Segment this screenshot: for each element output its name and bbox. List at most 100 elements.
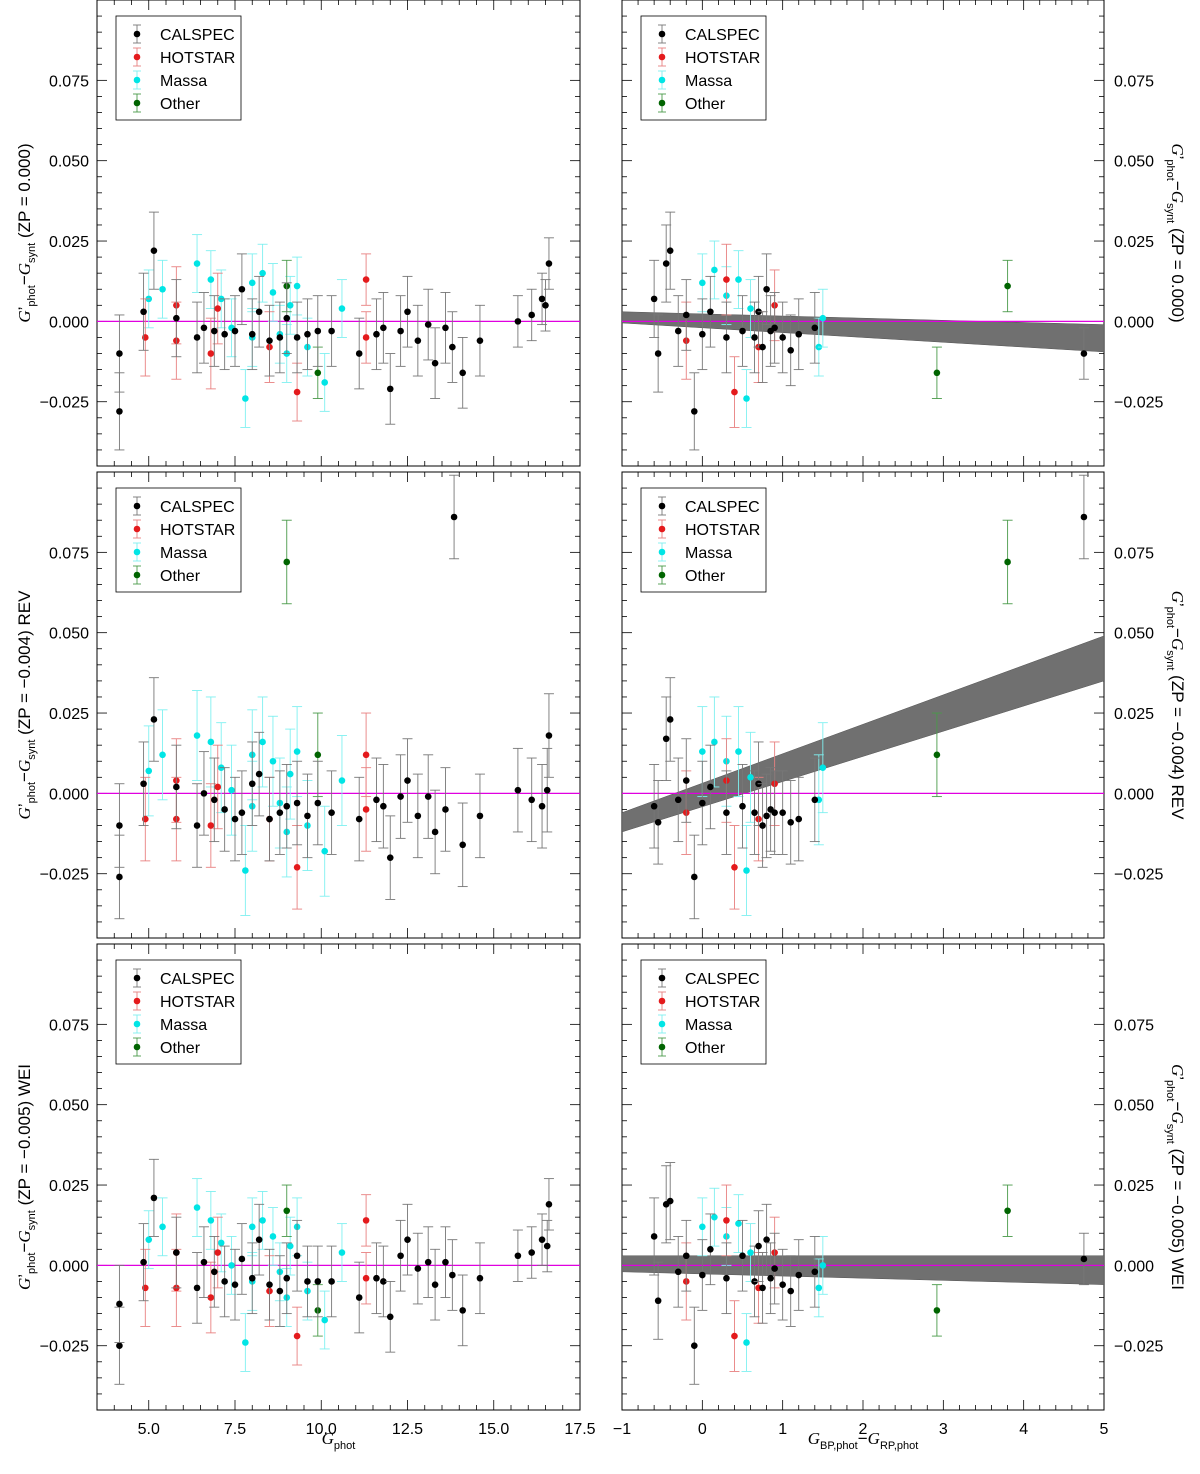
data-point-calspec <box>231 327 239 335</box>
legend: CALSPEC HOTSTAR Massa Other <box>115 487 242 593</box>
data-point-calspec <box>811 796 819 804</box>
data-point-calspec <box>150 1194 158 1202</box>
label-symbol: G <box>1168 191 1187 203</box>
legend-marker <box>658 99 666 107</box>
y-tick-label: 0.075 <box>1114 73 1154 90</box>
x-tick-label: 10.0 <box>306 1421 337 1438</box>
data-point-massa <box>735 1220 742 1227</box>
label-subscript: synt <box>26 740 38 760</box>
data-point-calspec <box>173 314 180 322</box>
label-minus: − <box>1168 181 1187 191</box>
y-tick-label: 0.050 <box>49 1098 89 1115</box>
data-point-calspec <box>699 799 706 807</box>
data-point-calspec <box>380 802 387 810</box>
label-subscript: BP,phot <box>820 1440 858 1452</box>
data-point-massa <box>711 738 718 746</box>
data-point-massa <box>293 282 301 290</box>
legend-marker <box>658 571 666 579</box>
data-point-calspec <box>514 786 522 794</box>
label-prime: ’ <box>15 803 34 807</box>
legend-marker <box>658 1020 666 1028</box>
data-point-massa <box>207 276 215 283</box>
label-symbol: G <box>1168 591 1187 603</box>
legend: CALSPEC HOTSTAR Massa Other <box>115 15 242 121</box>
y-tick-label: 0.075 <box>1114 1017 1154 1034</box>
data-point-hotstar <box>362 1217 370 1224</box>
panel-1-right: −0.025 0.000 0.025 0.050 0.075 CALSPEC HOTSTAR… <box>621 0 1187 467</box>
data-point-calspec <box>397 327 404 335</box>
y-tick-label: 0.050 <box>1114 1098 1154 1115</box>
data-point-calspec <box>514 1252 522 1260</box>
data-point-massa <box>735 748 742 755</box>
data-point-calspec <box>476 812 484 820</box>
data-point-calspec <box>545 732 553 739</box>
y-tick-label: 0.000 <box>49 314 89 331</box>
data-point-calspec <box>221 1278 228 1285</box>
data-point-calspec <box>779 334 786 341</box>
data-point-calspec <box>304 1278 311 1285</box>
data-point-massa <box>248 279 256 287</box>
data-point-calspec <box>116 1300 123 1308</box>
data-point-calspec <box>476 337 484 344</box>
data-point-calspec <box>650 295 658 303</box>
data-point-massa <box>248 1223 256 1231</box>
y-tick-label: −0.025 <box>1114 1339 1163 1356</box>
legend-marker <box>133 76 141 84</box>
legend-label: Massa <box>685 545 732 562</box>
label-symbol: G <box>1168 638 1187 650</box>
y-tick-label: 0.025 <box>49 706 89 723</box>
data-point-calspec <box>795 815 803 823</box>
data-point-other <box>314 751 322 759</box>
y-tick-label: 0.000 <box>1114 314 1154 331</box>
data-point-massa <box>159 751 166 759</box>
y-tick-label: 0.075 <box>49 73 89 90</box>
x-axis-label: Gphot <box>322 1429 356 1452</box>
data-point-calspec <box>150 716 158 723</box>
data-point-massa <box>269 1233 277 1240</box>
data-point-calspec <box>404 308 411 316</box>
x-tick-label: 7.5 <box>224 1421 246 1438</box>
data-point-calspec <box>759 1284 766 1292</box>
label-prime: ’ <box>15 307 34 311</box>
data-point-calspec <box>283 1274 291 1282</box>
data-point-massa <box>699 1223 706 1231</box>
data-point-calspec <box>314 327 322 335</box>
legend-label: HOTSTAR <box>160 522 235 539</box>
label-subscript: phot <box>26 782 38 803</box>
data-point-calspec <box>682 1252 690 1260</box>
data-point-calspec <box>666 247 674 254</box>
data-point-calspec <box>328 1278 335 1285</box>
data-point-calspec <box>231 1281 239 1288</box>
data-point-massa <box>217 1239 225 1247</box>
data-point-calspec <box>699 1271 706 1279</box>
data-point-calspec <box>238 809 246 816</box>
legend: CALSPEC HOTSTAR Massa Other <box>640 959 767 1065</box>
data-point-other <box>283 558 291 566</box>
data-point-calspec <box>116 350 123 357</box>
data-point-calspec <box>373 1274 380 1282</box>
data-point-massa <box>321 379 329 386</box>
data-point-calspec <box>355 815 363 823</box>
legend-label: CALSPEC <box>685 971 760 988</box>
label-minus: − <box>1168 1101 1187 1111</box>
legend-marker <box>133 571 141 579</box>
data-point-calspec <box>355 1294 363 1301</box>
data-point-massa <box>286 1242 294 1250</box>
data-point-calspec <box>173 783 180 791</box>
data-point-calspec <box>116 873 123 881</box>
data-point-hotstar <box>723 1217 730 1224</box>
data-point-calspec <box>739 1252 746 1260</box>
label-minus: − <box>858 1429 868 1448</box>
legend-marker <box>133 1020 141 1028</box>
data-point-calspec <box>283 314 291 322</box>
data-point-calspec <box>723 809 730 816</box>
legend: CALSPEC HOTSTAR Massa Other <box>115 959 242 1065</box>
legend-marker <box>133 30 141 38</box>
data-point-calspec <box>707 783 714 791</box>
data-point-massa <box>338 1249 346 1256</box>
data-point-calspec <box>543 786 551 794</box>
data-point-calspec <box>248 330 256 338</box>
label-tag: WEI <box>15 1064 34 1101</box>
x-tick-label: 5.0 <box>138 1421 160 1438</box>
data-point-calspec <box>1080 350 1088 357</box>
